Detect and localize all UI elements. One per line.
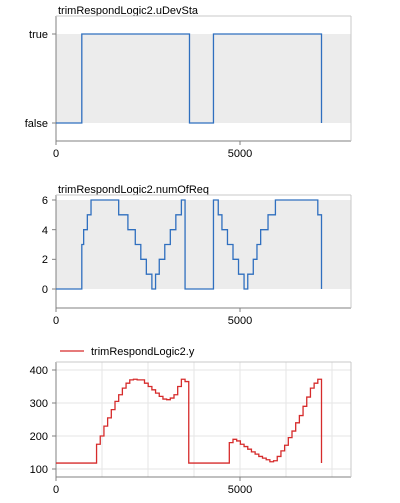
y-tick-label: 4 bbox=[42, 225, 48, 237]
value-band bbox=[56, 200, 351, 289]
y-tick-label: 300 bbox=[30, 398, 48, 410]
y-tick-label: 200 bbox=[30, 431, 48, 443]
chart-y: trimRespondLogic2.y 100 200 300 400 0 50… bbox=[30, 346, 352, 496]
y-tick-label: 6 bbox=[42, 195, 48, 207]
grid bbox=[56, 362, 351, 477]
y-tick-label: 0 bbox=[42, 284, 48, 296]
chart-title: trimRespondLogic2.uDevSta bbox=[58, 5, 199, 17]
x-tick-label: 0 bbox=[53, 148, 59, 160]
chart-numOfReq: trimRespondLogic2.numOfReq 0 2 4 6 0 500… bbox=[42, 184, 352, 327]
series-line-uDevSta bbox=[56, 33, 323, 124]
chart-uDevSta: trimRespondLogic2.uDevSta false true 0 5… bbox=[25, 5, 352, 160]
y-tick-label: true bbox=[29, 29, 48, 41]
chart-title: trimRespondLogic2.numOfReq bbox=[58, 184, 209, 196]
x-tick-label: 0 bbox=[53, 484, 59, 496]
value-band bbox=[56, 34, 351, 123]
series-line-y bbox=[56, 378, 323, 464]
legend-label: trimRespondLogic2.y bbox=[91, 346, 195, 358]
y-tick-label: 100 bbox=[30, 464, 48, 476]
series-line-numOfReq bbox=[56, 199, 323, 290]
y-tick-label: 400 bbox=[30, 365, 48, 377]
x-tick-label: 5000 bbox=[228, 315, 252, 327]
x-tick-label: 5000 bbox=[228, 484, 252, 496]
y-tick-label: 2 bbox=[42, 254, 48, 266]
y-tick-label: false bbox=[25, 118, 48, 130]
x-tick-label: 0 bbox=[53, 315, 59, 327]
x-tick-label: 5000 bbox=[228, 148, 252, 160]
